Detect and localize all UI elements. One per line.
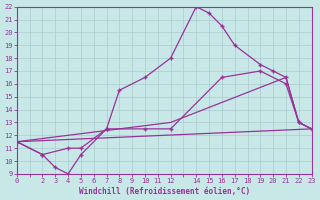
X-axis label: Windchill (Refroidissement éolien,°C): Windchill (Refroidissement éolien,°C) <box>79 187 250 196</box>
